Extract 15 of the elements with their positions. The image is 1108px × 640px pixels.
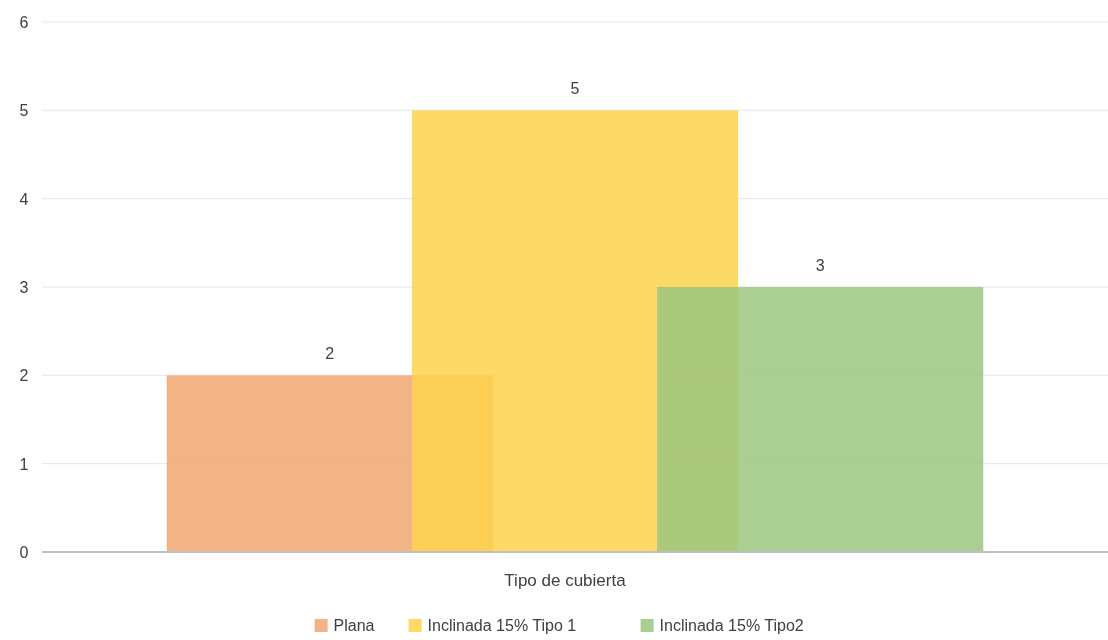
y-tick-label: 6 bbox=[19, 14, 29, 31]
data-label: 5 bbox=[570, 80, 580, 98]
y-tick-label: 3 bbox=[19, 279, 29, 296]
data-label: 2 bbox=[325, 345, 335, 363]
legend-label: Inclinada 15% Tipo 1 bbox=[427, 617, 577, 634]
legend-label: Plana bbox=[333, 617, 375, 634]
y-tick-label: 4 bbox=[19, 190, 29, 208]
x-axis-title: Tipo de cubierta bbox=[504, 571, 627, 590]
legend-label: Inclinada 15% Tipo2 bbox=[659, 617, 804, 634]
data-label: 3 bbox=[815, 257, 825, 274]
y-tick-label: 2 bbox=[19, 367, 29, 385]
y-tick-label: 1 bbox=[19, 455, 29, 473]
bar bbox=[657, 287, 984, 552]
y-tick-label: 5 bbox=[19, 102, 29, 120]
y-tick-label: 0 bbox=[19, 544, 29, 561]
